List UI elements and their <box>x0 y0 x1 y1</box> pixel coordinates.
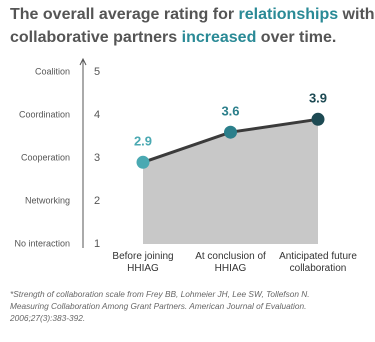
title-part: over time. <box>256 29 336 46</box>
title-highlight: increased <box>182 29 257 46</box>
point <box>311 112 325 126</box>
point <box>136 155 150 169</box>
title-part: The overall average rating for <box>10 6 239 23</box>
title-highlight: relationships <box>239 6 339 23</box>
y-tick-label: 3 <box>94 152 100 164</box>
title-part: collaborative partners <box>10 29 182 46</box>
x-tick-label: At conclusion of HHIAG <box>195 251 266 274</box>
title-part: with <box>338 6 374 23</box>
x-tick-label: Anticipated future collaboration <box>279 251 357 274</box>
y-tick-name: Cooperation <box>21 152 70 162</box>
y-tick-label: 4 <box>94 109 100 121</box>
footnote: 2006;27(3):383-392. <box>9 313 85 323</box>
y-tick-name: No interaction <box>14 238 70 248</box>
y-tick-name: Coalition <box>35 66 70 76</box>
point <box>224 125 237 139</box>
chart-title: collaborative partners increased over ti… <box>10 29 336 46</box>
footnote: Measuring Collaboration Among Grant Part… <box>10 301 306 311</box>
footnote: *Strength of collaboration scale from Fr… <box>10 289 310 299</box>
x-tick-label: Before joining HHIAG <box>112 251 173 274</box>
area <box>143 119 318 244</box>
y-tick-label: 1 <box>94 238 100 250</box>
y-axis-arrow <box>79 57 87 66</box>
value-label: 3.6 <box>221 104 239 119</box>
value-label: 3.9 <box>309 91 327 106</box>
y-tick-name: Coordination <box>19 109 70 119</box>
y-tick-name: Networking <box>25 195 70 205</box>
value-label: 2.9 <box>134 134 152 149</box>
y-tick-label: 5 <box>94 66 100 78</box>
chart-title: The overall average rating for relations… <box>10 6 375 23</box>
y-tick-label: 2 <box>94 195 100 207</box>
